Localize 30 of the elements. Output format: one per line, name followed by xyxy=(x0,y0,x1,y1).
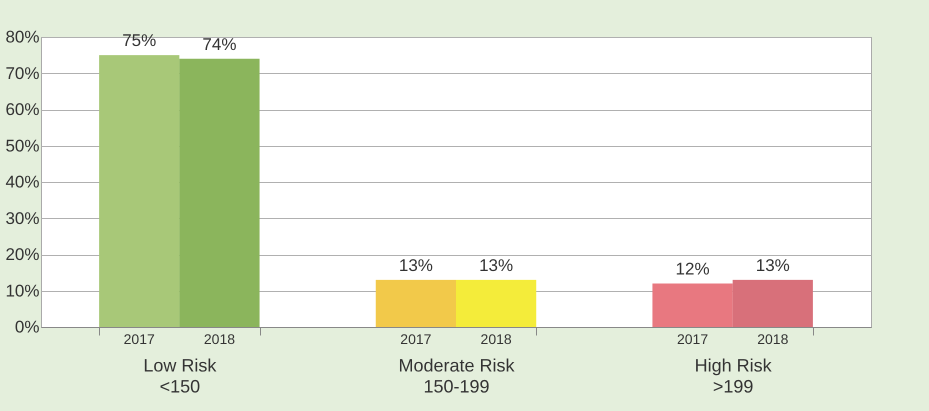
bar xyxy=(376,280,456,327)
bar xyxy=(652,284,733,327)
data-label: 75% xyxy=(122,31,156,50)
bar xyxy=(179,58,260,327)
y-tick-label: 60% xyxy=(5,100,40,119)
text: 2018 xyxy=(480,331,512,347)
data-label: 13% xyxy=(756,256,790,275)
data-label: 12% xyxy=(676,260,710,278)
text: 2018 xyxy=(757,331,788,347)
bar xyxy=(456,280,536,327)
y-tick-label: 0% xyxy=(14,318,40,336)
x-tick-label: Moderate Risk 150-199 xyxy=(398,356,516,396)
y-tick-label: 20% xyxy=(5,245,40,264)
data-label: 13% xyxy=(479,256,514,275)
bar xyxy=(732,280,813,327)
data-label: 13% xyxy=(398,256,433,275)
x-tick-label: High Risk >199 xyxy=(694,356,773,396)
series-label: 2018 xyxy=(204,331,236,347)
x-tick-label: Low Risk <150 xyxy=(143,356,218,396)
text: 2017 xyxy=(676,331,708,347)
y-tick-label: 80% xyxy=(5,28,40,46)
bar xyxy=(99,55,180,327)
y-tick-label: 70% xyxy=(5,64,40,83)
y-tick-label: 40% xyxy=(5,172,40,192)
y-tick-label: 50% xyxy=(5,136,40,156)
text: 2017 xyxy=(400,331,432,347)
y-tick-label: 30% xyxy=(5,208,40,228)
data-label: 74% xyxy=(202,34,236,54)
series-label: 2017 xyxy=(124,331,155,347)
y-tick-label: 10% xyxy=(5,281,40,300)
